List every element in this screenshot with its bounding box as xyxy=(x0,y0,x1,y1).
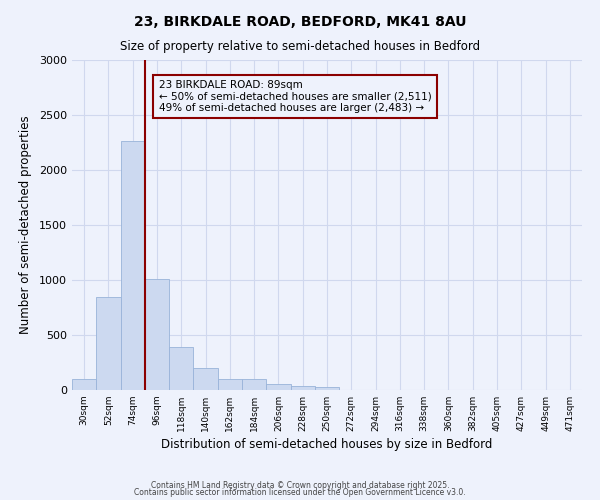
Bar xyxy=(96,296,121,390)
Text: Contains public sector information licensed under the Open Government Licence v3: Contains public sector information licen… xyxy=(134,488,466,497)
Bar xyxy=(218,379,242,390)
Bar xyxy=(290,386,315,390)
Bar xyxy=(315,387,339,390)
Bar xyxy=(72,379,96,390)
Y-axis label: Number of semi-detached properties: Number of semi-detached properties xyxy=(19,116,32,334)
Bar xyxy=(169,347,193,390)
Text: Contains HM Land Registry data © Crown copyright and database right 2025.: Contains HM Land Registry data © Crown c… xyxy=(151,480,449,490)
Text: 23, BIRKDALE ROAD, BEDFORD, MK41 8AU: 23, BIRKDALE ROAD, BEDFORD, MK41 8AU xyxy=(134,15,466,29)
Bar xyxy=(121,142,145,390)
Text: 23 BIRKDALE ROAD: 89sqm
← 50% of semi-detached houses are smaller (2,511)
49% of: 23 BIRKDALE ROAD: 89sqm ← 50% of semi-de… xyxy=(158,80,431,113)
Bar xyxy=(242,379,266,390)
Text: Size of property relative to semi-detached houses in Bedford: Size of property relative to semi-detach… xyxy=(120,40,480,53)
Bar xyxy=(266,384,290,390)
Bar xyxy=(193,368,218,390)
X-axis label: Distribution of semi-detached houses by size in Bedford: Distribution of semi-detached houses by … xyxy=(161,438,493,451)
Bar xyxy=(145,279,169,390)
